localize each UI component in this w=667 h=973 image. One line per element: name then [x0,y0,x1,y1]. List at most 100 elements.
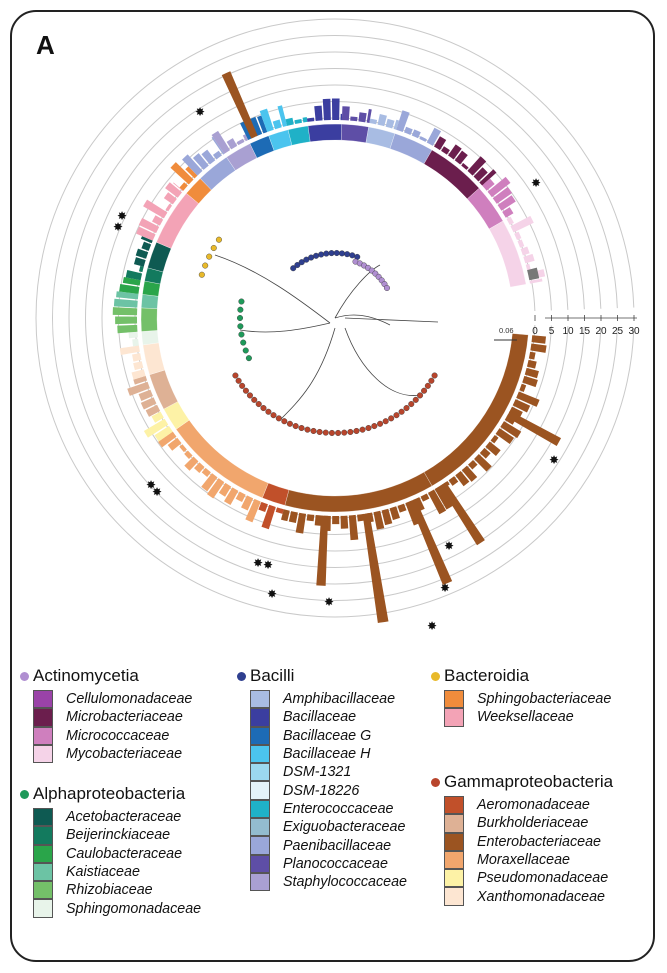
abundance-bar [170,162,194,185]
abundance-bar [497,195,516,211]
abundance-bar [369,118,378,125]
legend-item: Rhizobiaceae [33,881,201,900]
legend-item: Bacillaceae G [250,726,407,745]
abundance-bar [138,389,154,401]
highlight-stars: ✸✸✸✸✸✸✸✸✸ ✸✸✸✸✸ [113,105,559,633]
abundance-bar [259,108,274,132]
tree-tip-dot [210,244,217,251]
abundance-bar [526,359,537,369]
star-icon: ✸ [263,558,273,572]
abundance-bar [461,465,478,482]
tree-tip-dot [408,401,415,408]
panel-label: A [36,30,55,60]
tree-branch [344,317,439,323]
legend-item-label: Pseudomonadaceae [477,870,609,887]
legend-item-label: Burkholderiaceae [477,815,589,832]
abundance-bar [221,71,258,139]
legend-item-label: Bacillaceae [283,709,357,726]
abundance-bar [409,498,453,586]
abundance-bar [490,434,499,444]
tree-tip-dot [237,323,244,330]
tree-tip-dot [239,382,246,389]
abundance-bar [341,106,350,121]
legend-swatch [250,744,270,764]
legend-title: Bacteroidia [431,666,611,686]
star-icon: ✸ [427,619,437,633]
abundance-bar [448,144,462,160]
legend-item: Moraxellaceae [444,850,613,870]
star-icon: ✸ [444,539,454,553]
legend-item: Pseudomonadaceae [444,869,613,888]
tree-tip-dot [206,253,213,260]
tree-tip-dot [316,428,323,435]
legend-item: Enterobacteriaceae [444,832,613,851]
tree-tip-dot [323,250,330,257]
abundance-bar [516,391,540,407]
tree-tips [198,236,438,436]
abundance-bar [275,507,284,514]
legend-item-label: Weeksellaceae [477,709,574,726]
legend-swatch [33,899,53,918]
abundance-bar [201,473,218,492]
star-icon: ✸ [195,105,205,119]
tree-tip-dot [235,377,242,384]
abundance-bar [236,138,245,146]
legend-item-label: Amphibacillaceae [283,691,396,708]
tree-tip-dot [353,427,360,434]
tree-branch [334,264,381,319]
abundance-bar [141,241,152,251]
abundance-bar [143,199,168,219]
legend-item-label: Cellulomonadaceae [66,691,193,708]
abundance-bar [207,478,225,499]
class-dot-icon [237,671,246,681]
tree-branches [214,254,439,421]
legend-item: Weeksellaceae [444,708,611,727]
abundance-bar [316,515,329,586]
tree-tip-dot [382,418,389,425]
abundance-bar [113,298,138,308]
abundance-bar [242,134,249,142]
abundance-bar [152,215,164,226]
axis-tick-label: 10 [562,326,574,337]
axis-tick-label: 5 [549,326,555,337]
abundance-bar [350,116,358,122]
legend-item-label: Sphingomonadaceae [66,900,202,917]
family-band-segment [175,419,269,499]
legend-item-label: Planococcaceae [283,855,388,872]
abundance-bar [487,176,511,198]
abundance-bar [201,467,211,477]
star-icon: ✸ [152,485,162,499]
abundance-bar [211,130,231,154]
abundance-bar [492,186,513,204]
tree-tip-dot [246,392,253,399]
tree-branch [334,314,391,326]
abundance-bar [261,504,276,530]
tree-tip-dot [424,382,431,389]
abundance-bar [158,431,177,448]
legend-swatch [250,781,270,800]
family-band-segment [488,220,527,288]
star-icon: ✸ [253,556,263,570]
class-dot-icon [431,671,440,681]
abundance-bar [381,508,393,526]
legend-alphaproteobacteria: Alphaproteobacteria Acetobacteraceae Beij… [20,784,201,918]
legend-swatch [444,690,464,709]
abundance-bar [122,276,141,286]
abundance-bar [272,119,282,130]
legend-item: Beijerinckiaceae [33,826,201,845]
tree-tip-dot [255,401,262,408]
tree-tip-dot [215,236,222,243]
tree-tip-dot [328,429,335,436]
tree-tip-dot [371,423,378,430]
abundance-bar [506,410,562,446]
abundance-bar [117,324,138,334]
class-dot-icon [20,789,29,799]
tree-tip-dot [281,418,288,425]
legend-item: Microbacteriaceae [33,708,192,727]
tree-tip-dot [251,396,258,403]
tree-tip-dot [202,262,209,269]
scale-ring [85,68,585,568]
tree-tip-dot [322,429,329,436]
family-band-segment [467,187,504,230]
star-icon: ✸ [531,176,541,190]
